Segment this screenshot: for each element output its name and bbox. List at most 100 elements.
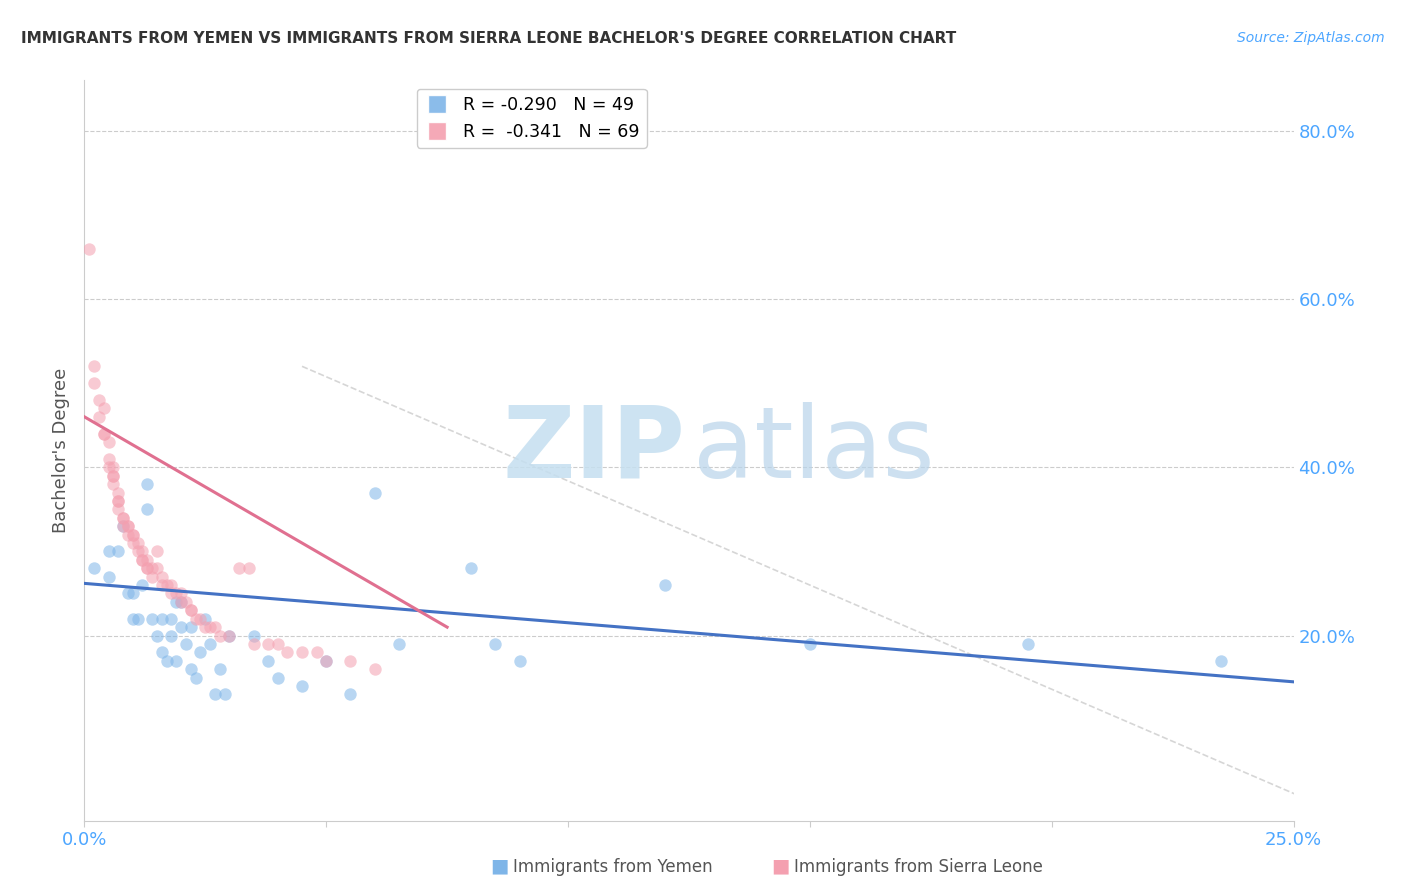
Point — [117, 519, 139, 533]
Point — [218, 628, 240, 642]
Point — [238, 561, 260, 575]
Point — [112, 510, 135, 524]
Point — [127, 536, 149, 550]
Point — [165, 654, 187, 668]
Point — [121, 586, 143, 600]
Point — [83, 561, 105, 575]
Point — [190, 612, 212, 626]
Text: Immigrants from Sierra Leone: Immigrants from Sierra Leone — [794, 858, 1043, 876]
Point — [208, 628, 231, 642]
Point — [127, 544, 149, 558]
Point — [388, 637, 411, 651]
Point — [107, 494, 129, 508]
Point — [198, 637, 221, 651]
Point — [141, 561, 163, 575]
Point — [93, 401, 115, 416]
Point — [87, 392, 110, 407]
Point — [174, 637, 197, 651]
Point — [165, 586, 187, 600]
Point — [184, 612, 207, 626]
Point — [160, 628, 183, 642]
Text: ■: ■ — [770, 857, 790, 876]
Point — [136, 553, 159, 567]
Point — [117, 586, 139, 600]
Point — [155, 654, 177, 668]
Point — [242, 637, 264, 651]
Point — [107, 544, 129, 558]
Point — [228, 561, 250, 575]
Point — [276, 645, 298, 659]
Point — [315, 654, 337, 668]
Point — [107, 494, 129, 508]
Point — [146, 544, 169, 558]
Point — [170, 595, 193, 609]
Point — [198, 620, 221, 634]
Point — [194, 612, 217, 626]
Point — [218, 628, 240, 642]
Point — [267, 637, 290, 651]
Point — [654, 578, 676, 592]
Point — [146, 561, 169, 575]
Point — [180, 662, 202, 676]
Point — [97, 451, 120, 466]
Point — [484, 637, 506, 651]
Point — [155, 578, 177, 592]
Point — [136, 477, 159, 491]
Point — [204, 620, 226, 634]
Point — [107, 502, 129, 516]
Point — [305, 645, 328, 659]
Point — [257, 654, 280, 668]
Point — [103, 460, 125, 475]
Point — [107, 485, 129, 500]
Text: IMMIGRANTS FROM YEMEN VS IMMIGRANTS FROM SIERRA LEONE BACHELOR'S DEGREE CORRELAT: IMMIGRANTS FROM YEMEN VS IMMIGRANTS FROM… — [21, 31, 956, 46]
Point — [97, 460, 120, 475]
Point — [1017, 637, 1039, 651]
Point — [194, 620, 217, 634]
Text: ■: ■ — [489, 857, 509, 876]
Point — [150, 612, 173, 626]
Point — [150, 569, 173, 583]
Point — [131, 544, 153, 558]
Point — [257, 637, 280, 651]
Point — [121, 536, 143, 550]
Point — [93, 426, 115, 441]
Point — [146, 628, 169, 642]
Point — [93, 426, 115, 441]
Point — [97, 569, 120, 583]
Point — [174, 595, 197, 609]
Point — [141, 569, 163, 583]
Point — [180, 603, 202, 617]
Point — [160, 612, 183, 626]
Point — [121, 527, 143, 541]
Point — [267, 671, 290, 685]
Point — [121, 612, 143, 626]
Point — [141, 612, 163, 626]
Point — [112, 519, 135, 533]
Point — [136, 561, 159, 575]
Point — [460, 561, 482, 575]
Point — [165, 595, 187, 609]
Point — [150, 578, 173, 592]
Y-axis label: Bachelor's Degree: Bachelor's Degree — [52, 368, 70, 533]
Point — [190, 645, 212, 659]
Point — [103, 477, 125, 491]
Point — [160, 586, 183, 600]
Point — [184, 671, 207, 685]
Text: atlas: atlas — [693, 402, 934, 499]
Point — [131, 553, 153, 567]
Point — [170, 595, 193, 609]
Point — [131, 578, 153, 592]
Point — [150, 645, 173, 659]
Point — [83, 359, 105, 374]
Point — [1209, 654, 1232, 668]
Point — [112, 519, 135, 533]
Point — [77, 242, 100, 256]
Point — [121, 527, 143, 541]
Point — [242, 628, 264, 642]
Point — [136, 561, 159, 575]
Point — [204, 688, 226, 702]
Point — [180, 603, 202, 617]
Point — [103, 468, 125, 483]
Point — [87, 409, 110, 424]
Point — [103, 468, 125, 483]
